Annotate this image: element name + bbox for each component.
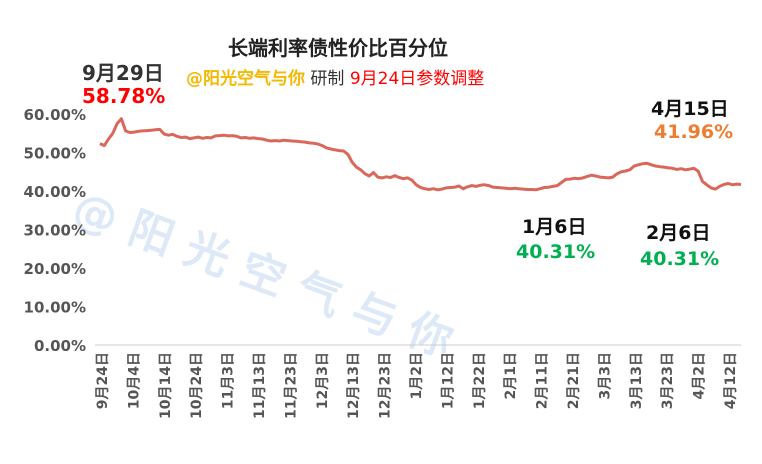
annotation-0-date: 9月29日 bbox=[82, 61, 164, 85]
y-tick-label: 40.00% bbox=[24, 183, 86, 201]
subtitle-author: @阳光空气与你 bbox=[186, 69, 305, 89]
y-tick-label: 0.00% bbox=[34, 337, 86, 355]
x-tick-label: 12月13日 bbox=[346, 352, 362, 419]
x-tick-label: 9月24日 bbox=[95, 352, 111, 409]
y-axis: 0.00% 10.00% 20.00% 30.00% 40.00% 50.00% 60.00… bbox=[24, 106, 86, 355]
x-tick-label: 2月21日 bbox=[566, 352, 582, 409]
x-tick-label: 1月12日 bbox=[440, 352, 456, 409]
x-tick-label: 10月24日 bbox=[189, 352, 205, 419]
x-tick-label: 3月3日 bbox=[597, 352, 613, 399]
y-tick-label: 50.00% bbox=[24, 145, 86, 163]
x-tick-label: 3月13日 bbox=[629, 352, 645, 409]
annotation-0-value: 58.78% bbox=[82, 84, 166, 108]
x-tick-label: 10月4日 bbox=[126, 352, 142, 409]
x-tick-label: 1月22日 bbox=[472, 352, 488, 409]
y-tick-label: 10.00% bbox=[24, 299, 86, 317]
x-tick-label: 4月12日 bbox=[723, 352, 739, 409]
chart-subtitle: @阳光空气与你 研制 9月24日参数调整 bbox=[186, 64, 484, 89]
subtitle-note: 9月24日参数调整 bbox=[349, 69, 485, 89]
x-tick-label: 2月11日 bbox=[535, 352, 551, 409]
x-tick-label: 11月23日 bbox=[283, 352, 299, 419]
subtitle-made-by: 研制 bbox=[310, 69, 345, 89]
y-tick-label: 30.00% bbox=[24, 222, 86, 240]
annotation-1-value: 40.31% bbox=[516, 241, 596, 263]
x-tick-label: 10月14日 bbox=[158, 352, 174, 419]
y-tick-label: 60.00% bbox=[24, 106, 86, 124]
x-tick-label: 12月23日 bbox=[378, 352, 394, 419]
annotation-3-date: 4月15日 bbox=[651, 98, 729, 120]
series-line bbox=[99, 117, 742, 192]
annotation-2-value: 40.31% bbox=[640, 248, 720, 270]
x-tick-label: 11月3日 bbox=[221, 352, 237, 409]
x-tick-label: 2月1日 bbox=[503, 352, 519, 399]
annotation-3-value: 41.96% bbox=[654, 121, 734, 143]
y-tick-label: 20.00% bbox=[24, 260, 86, 278]
x-tick-label: 3月23日 bbox=[660, 352, 676, 409]
x-axis: 9月24日 10月4日 10月14日 10月24日 11月3日 11月13日 11月23日 1… bbox=[95, 344, 741, 419]
chart-title: 长端利率债性价比百分位 bbox=[228, 36, 448, 60]
x-tick-label: 1月2日 bbox=[409, 352, 425, 399]
x-tick-label: 4月2日 bbox=[692, 352, 708, 399]
x-tick-label: 11月13日 bbox=[252, 352, 268, 419]
x-tick-label: 12月3日 bbox=[315, 352, 331, 409]
annotation-2-date: 2月6日 bbox=[646, 222, 711, 244]
watermark-text: @ 阳 光 空 气 与 你 bbox=[66, 182, 459, 367]
annotation-1-date: 1月6日 bbox=[522, 216, 587, 238]
